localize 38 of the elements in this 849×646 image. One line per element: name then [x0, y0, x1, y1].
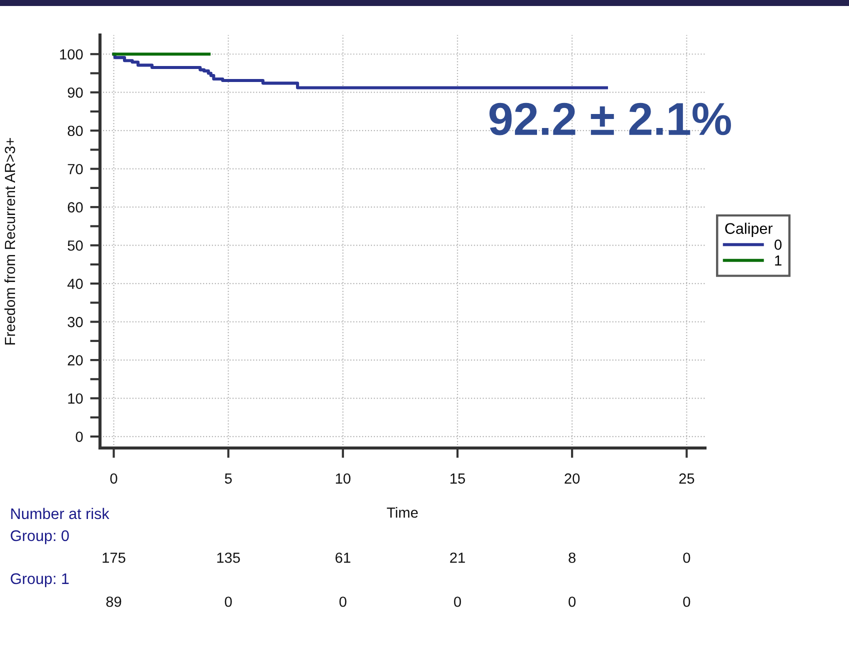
x-axis-title: Time — [386, 507, 418, 518]
text: Group: 0 — [10, 530, 69, 544]
annotation: 92.2 ± 2.1% — [489, 102, 731, 136]
x-tick-label: 10 — [336, 473, 350, 484]
y-tick-label: 10 — [68, 393, 83, 404]
text: 0 — [568, 596, 576, 607]
text: 0 — [224, 596, 232, 607]
y-tick-label: 100 — [60, 49, 83, 60]
x-tick-label: 15 — [450, 474, 465, 484]
x-tick-label: 20 — [564, 473, 580, 484]
text: Group: 1 — [10, 573, 69, 588]
text: 61 — [336, 552, 350, 563]
y-tick-label: 40 — [67, 278, 83, 289]
y-tick-label: 80 — [68, 126, 83, 136]
text: 0 — [339, 596, 346, 607]
text: 89 — [106, 596, 122, 607]
x-tick-label: 25 — [679, 473, 694, 484]
y-tick-label: 50 — [68, 240, 83, 251]
y-tick-label: 20 — [68, 355, 83, 366]
y-tick-label: 90 — [68, 87, 83, 98]
text: 8 — [568, 552, 576, 563]
y-tick-label: 70 — [68, 164, 83, 174]
y-axis-title: Freedom from Recurrent AR>3+ — [4, 138, 16, 344]
text: 175 — [102, 552, 126, 563]
y-tick-label: 0 — [76, 432, 83, 442]
text: 0 — [683, 552, 690, 563]
text: 135 — [217, 552, 240, 563]
text: 0 — [454, 596, 461, 607]
x-tick-label: 0 — [110, 473, 118, 484]
text: 21 — [450, 552, 465, 563]
y-tick-label: 30 — [68, 316, 83, 328]
text: Number at risk — [11, 508, 110, 520]
y-tick-label: 60 — [68, 202, 83, 213]
legend-label: 0 — [774, 240, 782, 250]
text: 0 — [683, 596, 690, 607]
legend-label: 1 — [775, 255, 782, 266]
legend-title: Caliper — [725, 222, 773, 237]
x-tick-label: 5 — [224, 474, 232, 484]
